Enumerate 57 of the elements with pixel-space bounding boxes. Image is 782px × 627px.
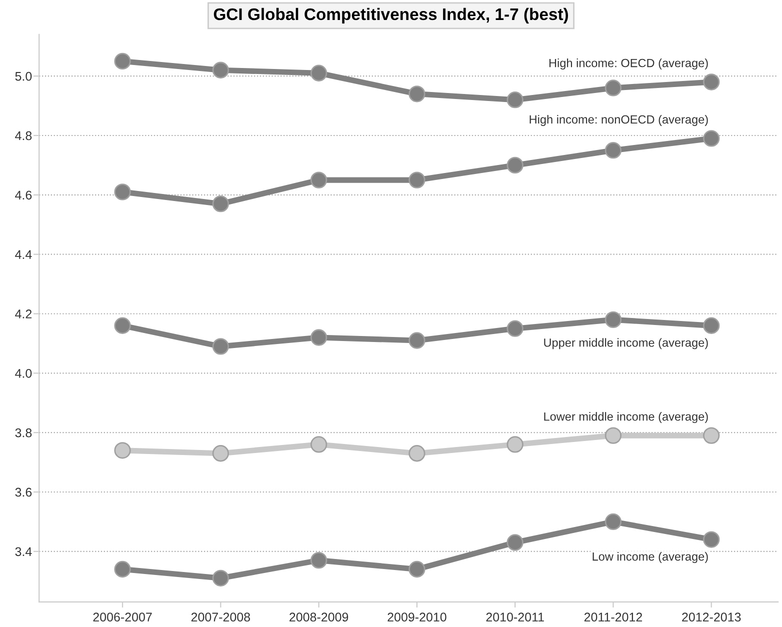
point	[703, 427, 720, 444]
y-tick-label: 4.8	[15, 131, 32, 140]
point	[703, 317, 720, 334]
point	[114, 184, 131, 200]
point	[408, 172, 426, 188]
series-label: Lower middle income (average)	[544, 412, 708, 424]
y-tick-label: 3.4	[15, 547, 32, 556]
point	[703, 531, 720, 548]
point	[310, 552, 328, 569]
point	[604, 80, 622, 96]
y-tick-label: 4.4	[15, 250, 32, 259]
point	[310, 329, 328, 346]
x-tick-label: 2012-2013	[682, 612, 741, 622]
x-tick-label: 2010-2011	[486, 612, 544, 622]
point	[310, 172, 328, 188]
point	[604, 142, 622, 159]
y-tick-label: 4.6	[15, 190, 32, 200]
point	[408, 86, 426, 102]
point	[212, 62, 229, 78]
point	[114, 317, 131, 334]
point	[604, 513, 622, 530]
point	[703, 74, 720, 90]
point	[212, 338, 229, 355]
point	[310, 436, 328, 453]
point	[212, 570, 229, 586]
point	[506, 320, 524, 337]
point	[408, 445, 426, 462]
point	[604, 427, 622, 444]
y-tick-label: 3.6	[15, 488, 32, 497]
point	[506, 534, 524, 551]
x-tick-label: 2006-2007	[93, 612, 152, 622]
point	[310, 64, 328, 82]
point	[506, 92, 524, 108]
point	[114, 52, 131, 70]
series-label: High income: OECD (average)	[549, 58, 708, 70]
point	[408, 332, 426, 349]
chart-title: GCI Global Competitiveness Index, 1-7 (best)	[214, 8, 568, 24]
x-tick-label: 2007-2008	[191, 612, 250, 622]
point	[506, 156, 524, 174]
x-tick-label: 2008-2009	[290, 612, 348, 622]
x-tick-label: 2009-2010	[388, 612, 446, 622]
point	[408, 560, 426, 578]
series-label: Upper middle income (average)	[544, 338, 708, 350]
point	[506, 436, 524, 453]
point	[703, 130, 720, 147]
y-tick-label: 4.2	[15, 310, 32, 318]
y-tick-label: 5.0	[15, 72, 32, 81]
series-label: Low income (average)	[592, 552, 708, 564]
point	[604, 311, 622, 328]
point	[212, 195, 229, 212]
point	[114, 560, 131, 578]
point	[212, 445, 229, 462]
x-tick-label: 2011-2012	[584, 612, 642, 622]
y-tick-label: 3.8	[15, 428, 32, 438]
point	[114, 442, 131, 459]
y-tick-label: 4.0	[15, 368, 32, 378]
series-label: High income: nonOECD (average)	[530, 114, 708, 126]
